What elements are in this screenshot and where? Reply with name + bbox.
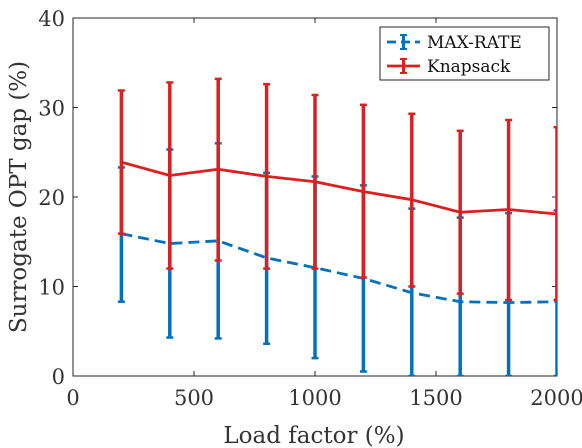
data-point <box>314 181 316 183</box>
data-point <box>217 168 219 170</box>
data-point <box>507 301 509 303</box>
x-tick-label: 1500 <box>409 386 462 410</box>
data-point <box>459 301 461 303</box>
x-axis-label: Load factor (%) <box>223 423 404 448</box>
data-point <box>507 208 509 210</box>
legend-label: MAX-RATE <box>427 33 522 53</box>
data-point <box>362 190 364 192</box>
data-point <box>459 211 461 213</box>
x-tick-label: 500 <box>174 386 214 410</box>
y-tick-label: 10 <box>38 276 65 300</box>
x-tick-label: 0 <box>66 386 79 410</box>
y-tick-label: 20 <box>38 186 65 210</box>
legend: MAX-RATE Knapsack <box>380 27 549 80</box>
series-line-knapsack <box>121 162 557 214</box>
y-tick-label: 30 <box>38 97 65 121</box>
legend-label: Knapsack <box>427 57 511 77</box>
data-point <box>265 175 267 177</box>
data-point <box>120 161 122 163</box>
y-axis-label: Surrogate OPT gap (%) <box>6 61 32 333</box>
data-point <box>169 174 171 176</box>
y-tick-label: 40 <box>38 7 65 31</box>
series-max-rate <box>118 143 561 376</box>
y-tick-label: 0 <box>52 365 65 389</box>
data-point <box>556 213 558 215</box>
data-point <box>411 198 413 200</box>
x-tick-label: 2000 <box>530 386 582 410</box>
plot-area <box>118 79 561 376</box>
data-point <box>411 292 413 294</box>
x-tick-label: 1000 <box>288 386 341 410</box>
series-knapsack <box>118 79 561 300</box>
series-line-max-rate <box>121 234 557 303</box>
